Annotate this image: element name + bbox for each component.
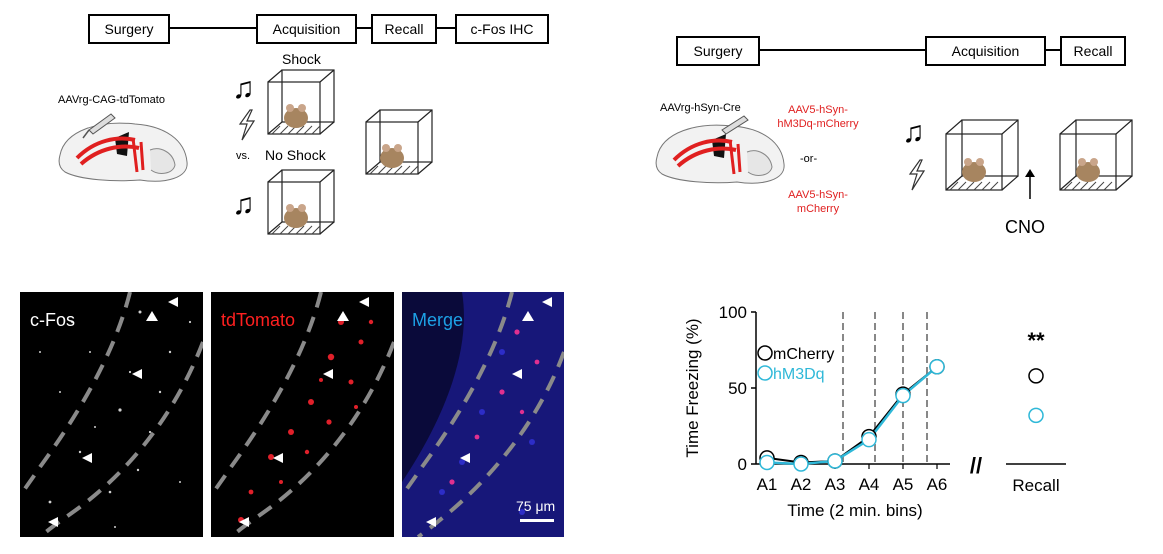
cno-label: CNO xyxy=(1005,217,1045,237)
recall-point-hm3dq xyxy=(1028,407,1044,424)
recall-chamber xyxy=(1059,119,1133,191)
panel-label-cfos: c-Fos xyxy=(30,310,75,330)
option-hm3dq-line1: AAV5-hSyn- xyxy=(788,104,848,116)
timeline-connector xyxy=(170,27,256,29)
music-note-icon: ♫ xyxy=(232,72,255,105)
x-tick-label: A6 xyxy=(927,475,948,494)
y-tick-label: 100 xyxy=(719,303,747,322)
micrograph-merge: Merge 75 μm xyxy=(402,292,564,537)
recall-label: Recall xyxy=(1012,476,1059,495)
recall-chamber xyxy=(365,109,433,175)
x-tick-label: A3 xyxy=(825,475,846,494)
timeline-step-cfos-ihc: c-Fos IHC xyxy=(455,14,549,44)
timeline-connector xyxy=(437,27,455,29)
music-note-icon: ♫ xyxy=(232,188,255,221)
x-tick-label: A4 xyxy=(859,475,880,494)
x-tick-label: A2 xyxy=(791,475,812,494)
timeline-step-acquisition: Acquisition xyxy=(925,36,1046,66)
music-note-icon: ♫ xyxy=(902,116,925,149)
timeline-step-recall: Recall xyxy=(371,14,437,44)
brain-injection-illustration xyxy=(58,113,188,182)
data-point-hm3dq xyxy=(929,358,945,375)
axis-break-mark: // xyxy=(970,453,982,478)
timeline-step-surgery: Surgery xyxy=(88,14,170,44)
data-point-hm3dq xyxy=(827,453,843,469)
timeline-connector xyxy=(357,27,371,29)
virus-label: AAVrg-hSyn-Cre xyxy=(660,102,741,114)
lightning-icon xyxy=(908,159,926,191)
micrograph-cfos: c-Fos xyxy=(20,292,203,537)
micrograph-tdtomato: tdTomato xyxy=(211,292,394,537)
no-shock-chamber xyxy=(267,169,335,235)
x-tick-label: A5 xyxy=(893,475,914,494)
vs-label: vs. xyxy=(236,150,251,162)
legend-label-mcherry: mCherry xyxy=(773,346,834,363)
brain-injection-illustration xyxy=(655,115,785,184)
x-axis-title: Time (2 min. bins) xyxy=(787,501,922,520)
x-tick-label: A1 xyxy=(757,475,778,494)
scale-bar xyxy=(520,519,554,522)
panel-label-merge: Merge xyxy=(412,310,464,330)
lightning-icon xyxy=(238,109,256,141)
cfos-image xyxy=(20,292,203,537)
data-point-hm3dq xyxy=(759,454,775,471)
virus-label: AAVrg-CAG-tdTomato xyxy=(58,94,165,106)
up-arrow-icon xyxy=(1025,169,1035,199)
freezing-chart: 0 50 100 A1 A2 A3 A4 A5 A6 Time Freezing (%) Time … xyxy=(683,303,1066,520)
tdtomato-image xyxy=(211,292,394,537)
y-axis-title: Time Freezing (%) xyxy=(683,318,702,457)
shock-chamber xyxy=(267,69,335,135)
significance-label: ** xyxy=(1027,328,1045,353)
option-hm3dq-line2: hM3Dq-mCherry xyxy=(777,118,859,130)
no-shock-label: No Shock xyxy=(265,147,326,163)
timeline-step-acquisition: Acquisition xyxy=(256,14,357,44)
acquisition-chamber xyxy=(945,119,1019,191)
data-point-hm3dq xyxy=(895,387,911,404)
option-mcherry-label: AAV5-hSyn- mCherry xyxy=(768,188,868,216)
timeline-connector xyxy=(760,49,925,51)
legend-marker-hm3dq xyxy=(757,365,773,381)
merge-image xyxy=(402,292,564,537)
timeline-step-surgery: Surgery xyxy=(676,36,760,66)
timeline-step-recall: Recall xyxy=(1060,36,1126,66)
option-hm3dq-label: AAV5-hSyn- hM3Dq-mCherry xyxy=(768,103,868,131)
scale-bar-label: 75 μm xyxy=(516,498,556,514)
data-point-hm3dq xyxy=(793,456,809,472)
legend-label-hm3dq: hM3Dq xyxy=(773,366,825,383)
recall-point-mcherry xyxy=(1028,368,1044,384)
shock-label: Shock xyxy=(282,51,321,67)
or-label: -or- xyxy=(800,153,818,165)
option-mcherry-line2: mCherry xyxy=(796,203,840,215)
option-mcherry-line1: AAV5-hSyn- xyxy=(788,189,848,201)
y-tick-label: 50 xyxy=(728,379,747,398)
data-point-hm3dq xyxy=(861,431,877,448)
legend-marker-mcherry xyxy=(757,345,773,361)
y-tick-label: 0 xyxy=(738,455,747,474)
timeline-connector xyxy=(1046,49,1060,51)
panel-label-tdtomato: tdTomato xyxy=(221,310,296,330)
